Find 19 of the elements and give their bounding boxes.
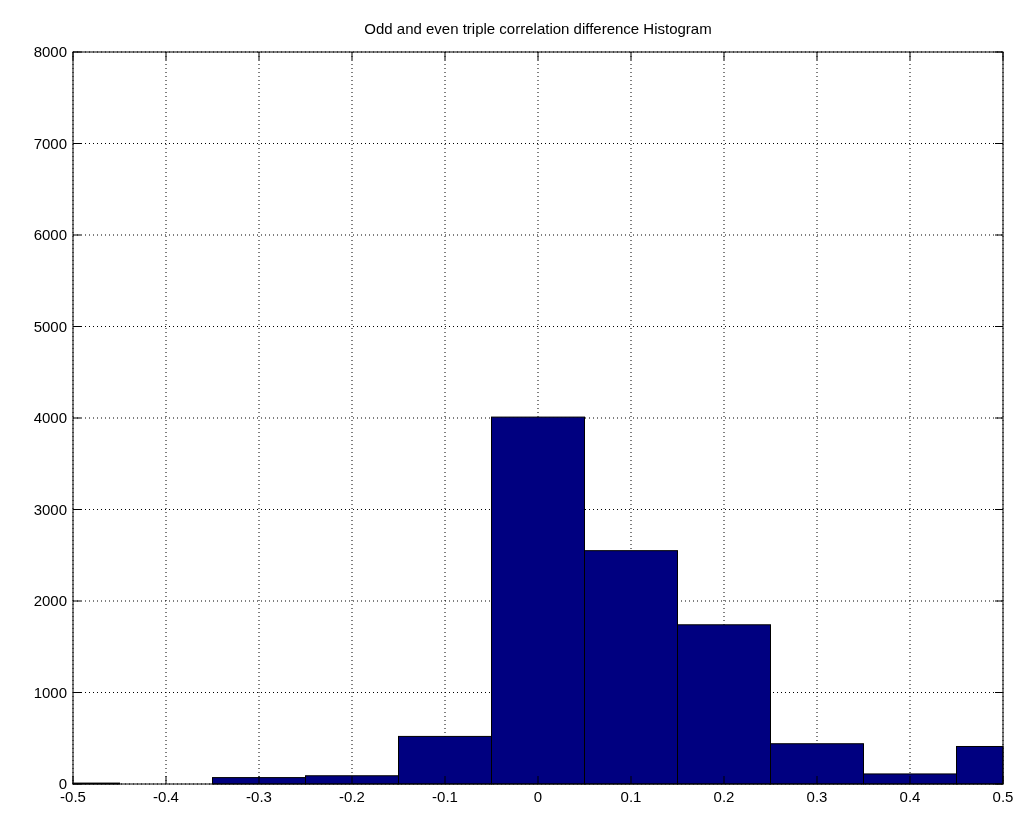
y-tick-label: 5000 [33,317,67,335]
x-tick-label: -0.2 [339,788,365,805]
y-tick-label: 4000 [33,409,67,427]
y-tick-label: 7000 [33,134,67,152]
y-tick-label: 2000 [33,592,67,610]
y-tick-label: 1000 [33,683,67,701]
y-tick-label: 3000 [33,500,67,518]
y-tick-label: 8000 [33,43,67,61]
x-tick-label: 0 [533,788,543,805]
x-tick-label: 0.3 [806,788,828,805]
x-tick-label: 0.1 [620,788,642,805]
x-tick-label: -0.3 [246,788,272,805]
x-tick-label: 0.2 [713,788,735,805]
x-tick-label: 0.4 [899,788,921,805]
y-tick-label: 6000 [33,226,67,244]
x-tick-label: 0.5 [992,788,1014,805]
x-tick-label: -0.4 [153,788,179,805]
x-tick-label: -0.1 [432,788,458,805]
chart-title: Odd and even triple correlation difference Histogram [364,20,712,37]
